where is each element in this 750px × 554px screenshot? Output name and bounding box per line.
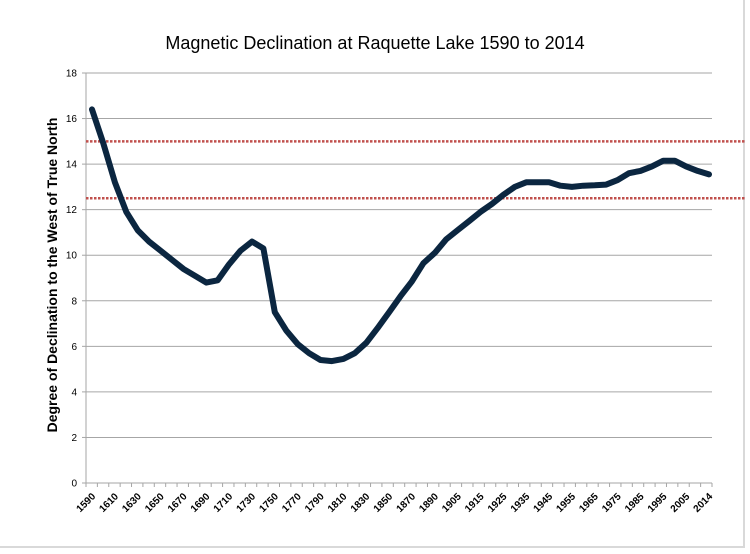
data-point [605, 184, 607, 186]
x-tick-label: 1965 [577, 491, 601, 515]
data-point [617, 179, 619, 181]
data-point [559, 185, 561, 187]
x-tick-label: 1985 [623, 491, 647, 515]
data-point [365, 342, 367, 344]
data-point [91, 108, 93, 110]
x-tick-label: 1955 [554, 491, 578, 515]
data-point [388, 311, 390, 313]
data-point [285, 329, 287, 331]
data-point [205, 282, 207, 284]
data-point [182, 268, 184, 270]
data-point [262, 247, 264, 249]
data-point [685, 165, 687, 167]
x-tick-label: 1770 [280, 491, 304, 515]
x-tick-label: 1905 [440, 491, 464, 515]
data-point [354, 352, 356, 354]
data-point [342, 358, 344, 360]
data-point [445, 238, 447, 240]
data-point [331, 360, 333, 362]
x-tick-label: 1925 [486, 491, 510, 515]
data-point [320, 359, 322, 361]
data-point [662, 160, 664, 162]
data-point [628, 172, 630, 174]
y-tick-label: 0 [71, 479, 77, 490]
data-point [548, 181, 550, 183]
x-tick-label: 2005 [669, 491, 693, 515]
data-point [171, 259, 173, 261]
data-point [674, 160, 676, 162]
x-tick-label: 1750 [257, 491, 281, 515]
data-point [514, 186, 516, 188]
x-tick-label: 1850 [372, 491, 396, 515]
data-point [274, 311, 276, 313]
x-tick-label: 1630 [120, 491, 144, 515]
data-point [148, 241, 150, 243]
x-tick-label: 1790 [303, 491, 327, 515]
data-point [251, 241, 253, 243]
x-tick-label: 1810 [326, 491, 350, 515]
y-tick-label: 10 [66, 251, 78, 262]
data-point [160, 250, 162, 252]
data-point [228, 263, 230, 265]
y-tick-label: 4 [71, 387, 77, 398]
data-point [240, 250, 242, 252]
chart-title: Magnetic Declination at Raquette Lake 15… [165, 33, 585, 53]
y-tick-label: 8 [71, 296, 77, 307]
x-tick-label: 2014 [692, 491, 716, 515]
data-point [457, 229, 459, 231]
x-tick-label: 1650 [143, 491, 167, 515]
data-point [102, 143, 104, 145]
data-point [491, 203, 493, 205]
data-point [571, 186, 573, 188]
data-point [582, 185, 584, 187]
x-tick-label: 1890 [417, 491, 441, 515]
data-point [502, 194, 504, 196]
data-point [297, 343, 299, 345]
data-point [114, 181, 116, 183]
data-point [468, 220, 470, 222]
data-point [308, 352, 310, 354]
x-tick-label: 1590 [75, 491, 99, 515]
x-tick-label: 1935 [509, 491, 533, 515]
data-point [434, 252, 436, 254]
x-tick-label: 1610 [97, 491, 121, 515]
series-line [89, 106, 712, 365]
data-point [377, 327, 379, 329]
x-tick-label: 1710 [212, 491, 236, 515]
data-point [217, 279, 219, 281]
x-tick-label: 1945 [532, 491, 556, 515]
y-tick-label: 12 [66, 205, 78, 216]
data-point [651, 165, 653, 167]
y-tick-label: 14 [66, 160, 78, 171]
data-point [594, 184, 596, 186]
data-point [479, 211, 481, 213]
data-point [137, 229, 139, 231]
data-point [422, 262, 424, 264]
data-point [708, 173, 710, 175]
x-tick-label: 1690 [189, 491, 213, 515]
data-point [639, 170, 641, 172]
x-tick-label: 1995 [646, 491, 670, 515]
x-tick-label: 1870 [395, 491, 419, 515]
x-tick-label: 1830 [349, 491, 373, 515]
x-tick-label: 1730 [235, 491, 259, 515]
x-tick-label: 1670 [166, 491, 190, 515]
y-tick-label: 16 [66, 114, 78, 125]
data-point [537, 181, 539, 183]
data-point [525, 181, 527, 183]
data-point [400, 295, 401, 297]
y-tick-label: 18 [66, 69, 78, 80]
data-point [697, 170, 699, 172]
data-point [194, 275, 196, 277]
data-point [125, 211, 127, 213]
y-tick-label: 6 [71, 342, 77, 353]
data-point [411, 280, 413, 282]
y-tick-label: 2 [71, 433, 77, 444]
x-tick-label: 1915 [463, 491, 487, 515]
x-tick-label: 1975 [600, 491, 624, 515]
